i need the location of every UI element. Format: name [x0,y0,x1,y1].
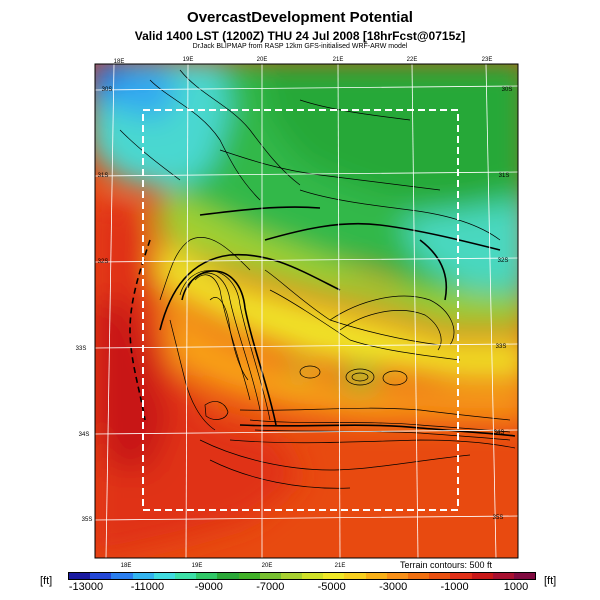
color-swatch [69,573,91,579]
inner-domain-box [142,109,459,511]
color-swatch [471,573,493,579]
lat-label-left: 30S [102,87,113,93]
color-swatch [365,573,387,579]
color-scale-tick-label: 1000 [503,581,529,593]
color-scale-tick-label: -5000 [317,581,346,593]
valid-time-line: Valid 1400 LST (1200Z) THU 24 Jul 2008 [… [134,29,466,43]
lat-label-right: 30S [502,87,513,93]
color-swatch [196,573,218,579]
color-swatch [386,573,408,579]
color-swatch [450,573,472,579]
dashed-contour [129,239,151,421]
lon-label-top: 19E [183,57,194,63]
lon-label-top: 22E [407,57,418,63]
terrain-contours [119,69,516,489]
color-scale-tick-label: -11000 [130,581,165,593]
color-swatch [132,573,154,579]
color-swatch [344,573,366,579]
lon-label-top: 18E [114,59,125,65]
color-swatch [429,573,451,579]
color-swatch [90,573,112,579]
lat-label-right: 32S [498,258,509,264]
lat-label-left: 32S [98,259,109,265]
color-scale-bar [68,572,536,580]
color-swatch [174,573,197,579]
color-scale-tick-label: -9000 [194,581,223,593]
lat-label-left: 35S [82,517,93,523]
color-swatch [302,573,324,579]
color-scale-tick-label: -7000 [256,581,285,593]
color-swatch [111,573,133,579]
map-title: OvercastDevelopment Potential [187,9,413,26]
lat-label-right: 33S [496,344,507,350]
lon-label-bottom: 20E [262,563,273,569]
color-swatch [280,573,303,579]
legend-unit-left: [ft] [40,575,53,587]
lon-label-bottom: 18E [121,563,132,569]
color-field [95,64,518,558]
thick-contours [159,206,516,437]
lat-label-left: 33S [76,346,87,352]
lon-label-bottom: 19E [192,563,203,569]
color-scale-tick-label: -3000 [379,581,408,593]
color-swatch [408,573,430,579]
color-swatch [153,573,175,579]
terrain-contour-note: Terrain contours: 500 ft [400,560,493,570]
color-scale-tick-label: -1000 [440,581,469,593]
color-swatch [492,573,514,579]
color-swatch [217,573,239,579]
color-scale-tick-label: -13000 [68,581,104,593]
lat-label-left: 34S [79,432,90,438]
lon-label-top: 23E [482,57,493,63]
lat-label-left: 31S [98,173,109,179]
color-swatch [513,573,536,579]
color-swatch [238,573,260,579]
color-swatch [259,573,281,579]
lon-label-top: 20E [257,57,268,63]
lat-label-right: 34S [494,430,505,436]
model-credit-line: DrJack BLIPMAP from RASP 12km GFS-initia… [192,43,408,50]
lat-lon-grid [95,64,518,558]
color-scale-labels: -13000 -11000 -9000 -7000 -5000 -3000 -1000 100… [68,581,534,595]
color-swatch [323,573,345,579]
legend-unit-right: [ft] [544,575,557,587]
lat-label-right: 35S [493,515,504,521]
lon-label-bottom: 21E [335,563,346,569]
map-frame [94,63,519,559]
lon-label-top: 21E [333,57,344,63]
lat-label-right: 31S [499,173,510,179]
